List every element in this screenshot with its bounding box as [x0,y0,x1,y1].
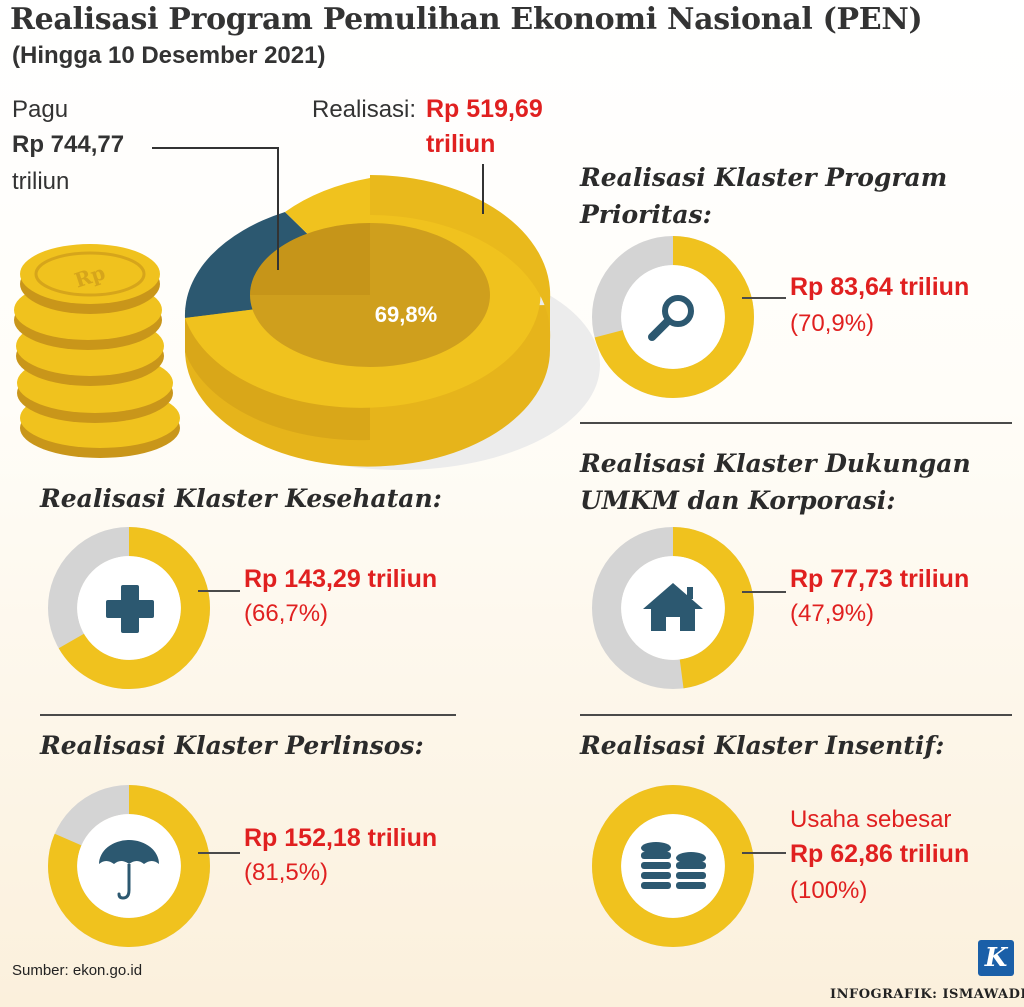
perlinsos-title: Realisasi Klaster Perlinsos: [40,731,424,760]
insentif-donut-center [621,814,725,918]
realisasi-unit: triliun [426,130,496,158]
realisasi-label: Realisasi: [312,96,417,123]
insentif-title: Realisasi Klaster Insentif: [580,731,945,760]
prioritas-amount: Rp 83,64 triliun [790,273,970,301]
insentif-donut [592,785,754,947]
perlinsos-percent: (81,5%) [244,859,329,886]
prioritas-donut-center [621,265,725,369]
main-donut-percent: 69,8% [375,302,437,327]
credit-text: INFOGRAFIK: ISMAWADI [830,987,1024,1002]
coin-stack-illustration: Rp [14,244,180,458]
umkm-title-1: Realisasi Klaster Dukungan [580,449,971,478]
magnifier-icon [648,295,694,341]
kesehatan-percent: (66,7%) [244,600,329,627]
umkm-title-2: UMKM dan Korporasi: [580,486,896,515]
coin-stack-icon [641,842,706,889]
kompas-logo: K [978,940,1014,976]
kesehatan-donut-realisasi [48,527,210,689]
pagu-unit: triliun [12,168,70,195]
divider-left [40,714,456,716]
house-icon [643,583,703,631]
main-donut-realisasi [185,178,541,408]
prioritas-donut [592,236,754,398]
divider-right-1 [580,422,1012,424]
divider-right-2 [580,714,1012,716]
insentif-amount: Rp 62,86 triliun [790,840,970,868]
umkm-percent: (47,9%) [790,600,875,627]
insentif-prefix: Usaha sebesar [790,806,952,833]
pagu-amount: Rp 744,77 [12,131,125,158]
page-title: Realisasi Program Pemulihan Ekonomi Nasi… [10,2,923,37]
perlinsos-amount: Rp 152,18 triliun [244,824,438,852]
kesehatan-title: Realisasi Klaster Kesehatan: [40,484,442,513]
main-donut-chart: Rp 69,8% [14,147,600,470]
insentif-percent: (100%) [790,877,868,904]
prioritas-donut-svg [592,236,754,398]
kesehatan-amount: Rp 143,29 triliun [244,565,438,593]
umkm-donut-realisasi [592,527,754,689]
realisasi-amount: Rp 519,69 [426,95,543,123]
perlinsos-donut-realisasi [48,785,210,947]
prioritas-percent: (70,9%) [790,310,875,337]
prioritas-donut-realisasi [592,236,754,398]
insentif-donut-svg [592,785,754,947]
pagu-label: Pagu [12,96,69,123]
page-subtitle: (Hingga 10 Desember 2021) [12,42,326,69]
health-cross-icon [106,585,154,633]
insentif-donut-realisasi [592,785,754,947]
source-text: Sumber: ekon.go.id [12,962,143,979]
umbrella-icon [99,840,159,900]
prioritas-title-2: Prioritas: [580,200,712,229]
prioritas-title-1: Realisasi Klaster Program [580,163,948,192]
umkm-amount: Rp 77,73 triliun [790,565,970,593]
